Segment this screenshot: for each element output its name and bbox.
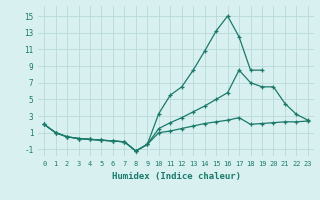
X-axis label: Humidex (Indice chaleur): Humidex (Indice chaleur) [111,172,241,181]
